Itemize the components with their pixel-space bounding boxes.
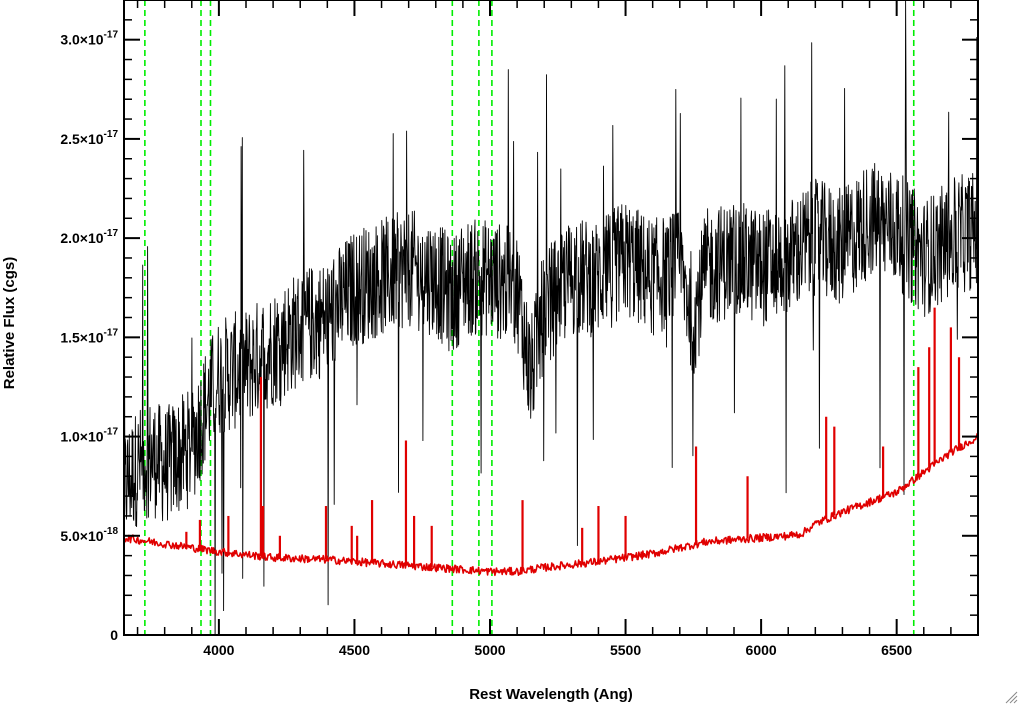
model-spectrum-line — [124, 432, 978, 577]
x-tick-label: 5000 — [474, 642, 505, 658]
x-tick-label: 5500 — [610, 642, 641, 658]
y-tick-label: 2.0×10-17 — [60, 228, 118, 246]
x-tick-label: 6000 — [746, 642, 777, 658]
y-tick-label: 2.5×10-17 — [60, 129, 118, 147]
y-tick-label: 1.5×10-17 — [60, 327, 118, 345]
y-tick-label: 5.0×10-18 — [60, 526, 118, 544]
x-tick-label: 6500 — [881, 642, 912, 658]
y-tick-label: 3.0×10-17 — [60, 30, 118, 48]
y-axis-title: Relative Flux (cgs) — [1, 257, 18, 390]
x-tick-label: 4000 — [203, 642, 234, 658]
x-axis-title: Rest Wavelength (Ang) — [469, 686, 633, 703]
resize-grip-icon[interactable] — [1004, 690, 1018, 704]
y-tick-label: 0 — [110, 627, 118, 643]
plot-clip-group — [124, 0, 978, 635]
axes: 4000 4500 5000 5500 6000 6500 0 5.0×10-18 1.0×10… — [60, 0, 979, 658]
plot-area — [124, 0, 978, 635]
x-tick-label: 4500 — [339, 642, 370, 658]
observed-spectrum-line — [124, 0, 978, 635]
y-tick-label: 1.0×10-17 — [60, 427, 118, 445]
